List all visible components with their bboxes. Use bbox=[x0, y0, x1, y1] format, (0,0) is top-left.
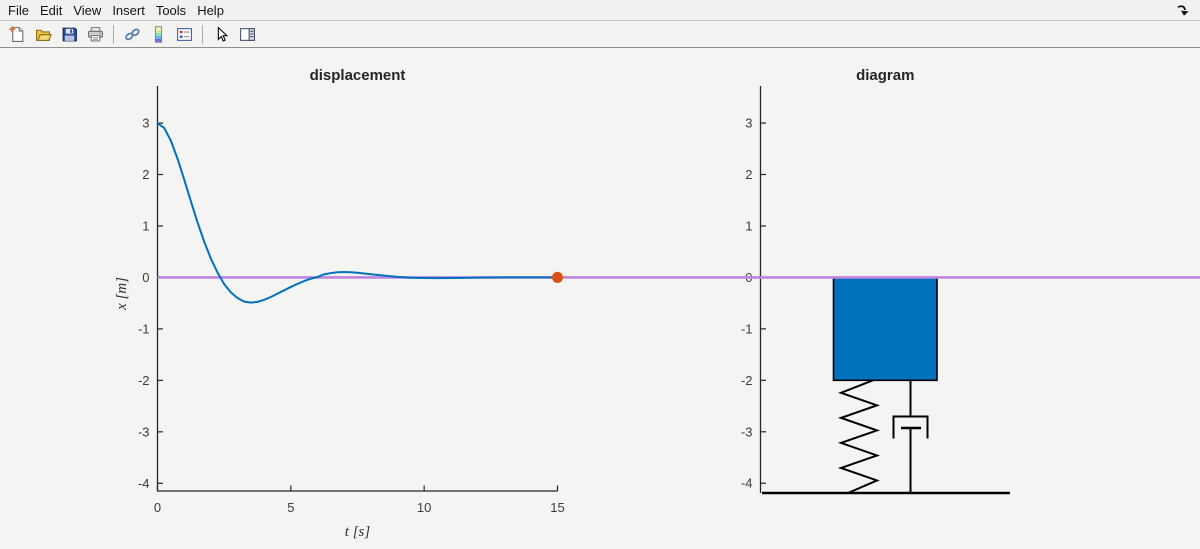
y-tick-label: 3 bbox=[745, 116, 752, 131]
plot-browser-button[interactable] bbox=[235, 22, 259, 46]
displacement-curve bbox=[156, 122, 559, 304]
y-tick-label: 2 bbox=[745, 167, 752, 182]
spring-zigzag bbox=[837, 379, 881, 494]
cursor-arrow-icon bbox=[213, 25, 230, 43]
y-tick-label: -3 bbox=[138, 424, 150, 439]
damper-cylinder bbox=[892, 415, 929, 439]
y-tick-label: -4 bbox=[138, 476, 150, 491]
new-figure-icon bbox=[8, 25, 26, 43]
menu-help[interactable]: Help bbox=[197, 2, 224, 18]
insert-legend-button[interactable] bbox=[172, 22, 196, 46]
property-panel-icon bbox=[239, 26, 256, 43]
printer-icon bbox=[87, 26, 104, 43]
y-tick-label: 1 bbox=[745, 218, 752, 233]
x-axis-label: t [s] bbox=[345, 524, 371, 540]
menu-file[interactable]: File bbox=[8, 2, 29, 18]
displacement-title: displacement bbox=[310, 67, 406, 84]
figure-toolbar bbox=[0, 21, 1200, 48]
chain-link-icon bbox=[124, 26, 141, 43]
toolbar-separator bbox=[202, 24, 203, 44]
menu-insert[interactable]: Insert bbox=[112, 2, 145, 18]
mass-block bbox=[832, 276, 938, 382]
menu-tools[interactable]: Tools bbox=[155, 2, 187, 18]
colorbar-icon bbox=[150, 25, 167, 43]
diagram-title: diagram bbox=[856, 67, 914, 84]
y-tick-label: -3 bbox=[741, 424, 753, 439]
y-tick-label: 2 bbox=[142, 167, 149, 182]
toolbar-separator bbox=[113, 24, 114, 44]
save-floppy-icon bbox=[61, 26, 78, 43]
new-figure-button[interactable] bbox=[5, 22, 29, 46]
x-tick-label: 0 bbox=[154, 500, 161, 515]
dock-figure-button[interactable] bbox=[1174, 3, 1190, 18]
insert-colorbar-button[interactable] bbox=[146, 22, 170, 46]
menubar: File Edit View Insert Tools Help bbox=[0, 0, 1200, 21]
x-tick-label: 15 bbox=[550, 500, 564, 515]
menu-view[interactable]: View bbox=[73, 2, 102, 18]
legend-icon bbox=[176, 26, 193, 43]
displacement-axes bbox=[156, 86, 558, 492]
open-file-button[interactable] bbox=[31, 22, 55, 46]
y-tick-label: -2 bbox=[138, 373, 150, 388]
edit-plot-button[interactable] bbox=[209, 22, 233, 46]
open-folder-icon bbox=[35, 26, 52, 43]
y-tick-label: 1 bbox=[142, 218, 149, 233]
dock-figure-arrow-icon bbox=[1175, 2, 1190, 19]
y-tick-label: -1 bbox=[138, 321, 150, 336]
menu-edit[interactable]: Edit bbox=[39, 2, 63, 18]
save-figure-button[interactable] bbox=[57, 22, 81, 46]
current-position-marker bbox=[552, 271, 563, 283]
y-tick-label: -1 bbox=[741, 321, 753, 336]
y-tick-label: -2 bbox=[741, 373, 753, 388]
y-tick-label: 0 bbox=[142, 270, 149, 285]
x-tick-label: 5 bbox=[287, 500, 294, 515]
y-axis-label: x [m] bbox=[114, 277, 130, 311]
link-plot-button[interactable] bbox=[120, 22, 144, 46]
y-tick-label: -4 bbox=[741, 476, 753, 491]
print-figure-button[interactable] bbox=[83, 22, 107, 46]
x-tick-label: 10 bbox=[417, 500, 431, 515]
y-tick-label: 3 bbox=[142, 116, 149, 131]
